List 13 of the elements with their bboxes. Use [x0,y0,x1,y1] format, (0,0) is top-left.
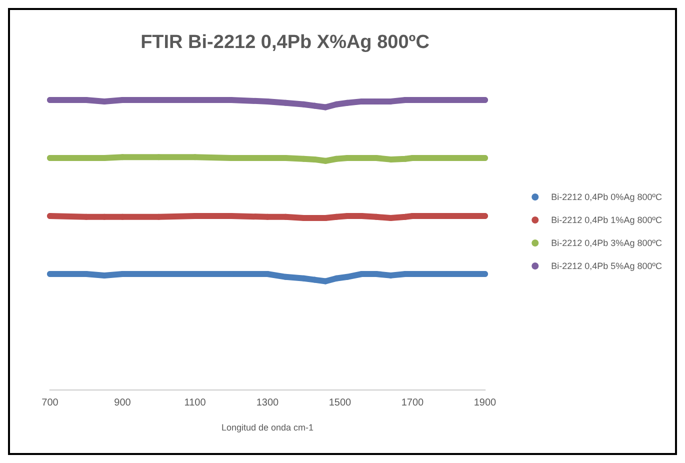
legend-label: Bi-2212 0,4Pb 3%Ag 800ºC [551,238,662,248]
legend-label: Bi-2212 0,4Pb 0%Ag 800ºC [551,192,662,202]
x-tick-label: 1700 [401,398,424,408]
legend-label: Bi-2212 0,4Pb 1%Ag 800ºC [551,215,662,225]
x-tick-label: 1100 [184,398,206,408]
x-tick-label: 1500 [328,398,352,408]
chart-title: FTIR Bi-2212 0,4Pb X%Ag 800ºC [140,32,430,53]
x-tick-label: 900 [114,398,132,408]
x-tick-label: 1300 [256,398,280,408]
x-tick-label: 700 [42,398,59,408]
legend-label: Bi-2212 0,4Pb 5%Ag 800ºC [551,261,662,271]
x-axis-title: Longitud de onda cm-1 [221,422,314,432]
x-tick-label: 1900 [474,398,497,408]
